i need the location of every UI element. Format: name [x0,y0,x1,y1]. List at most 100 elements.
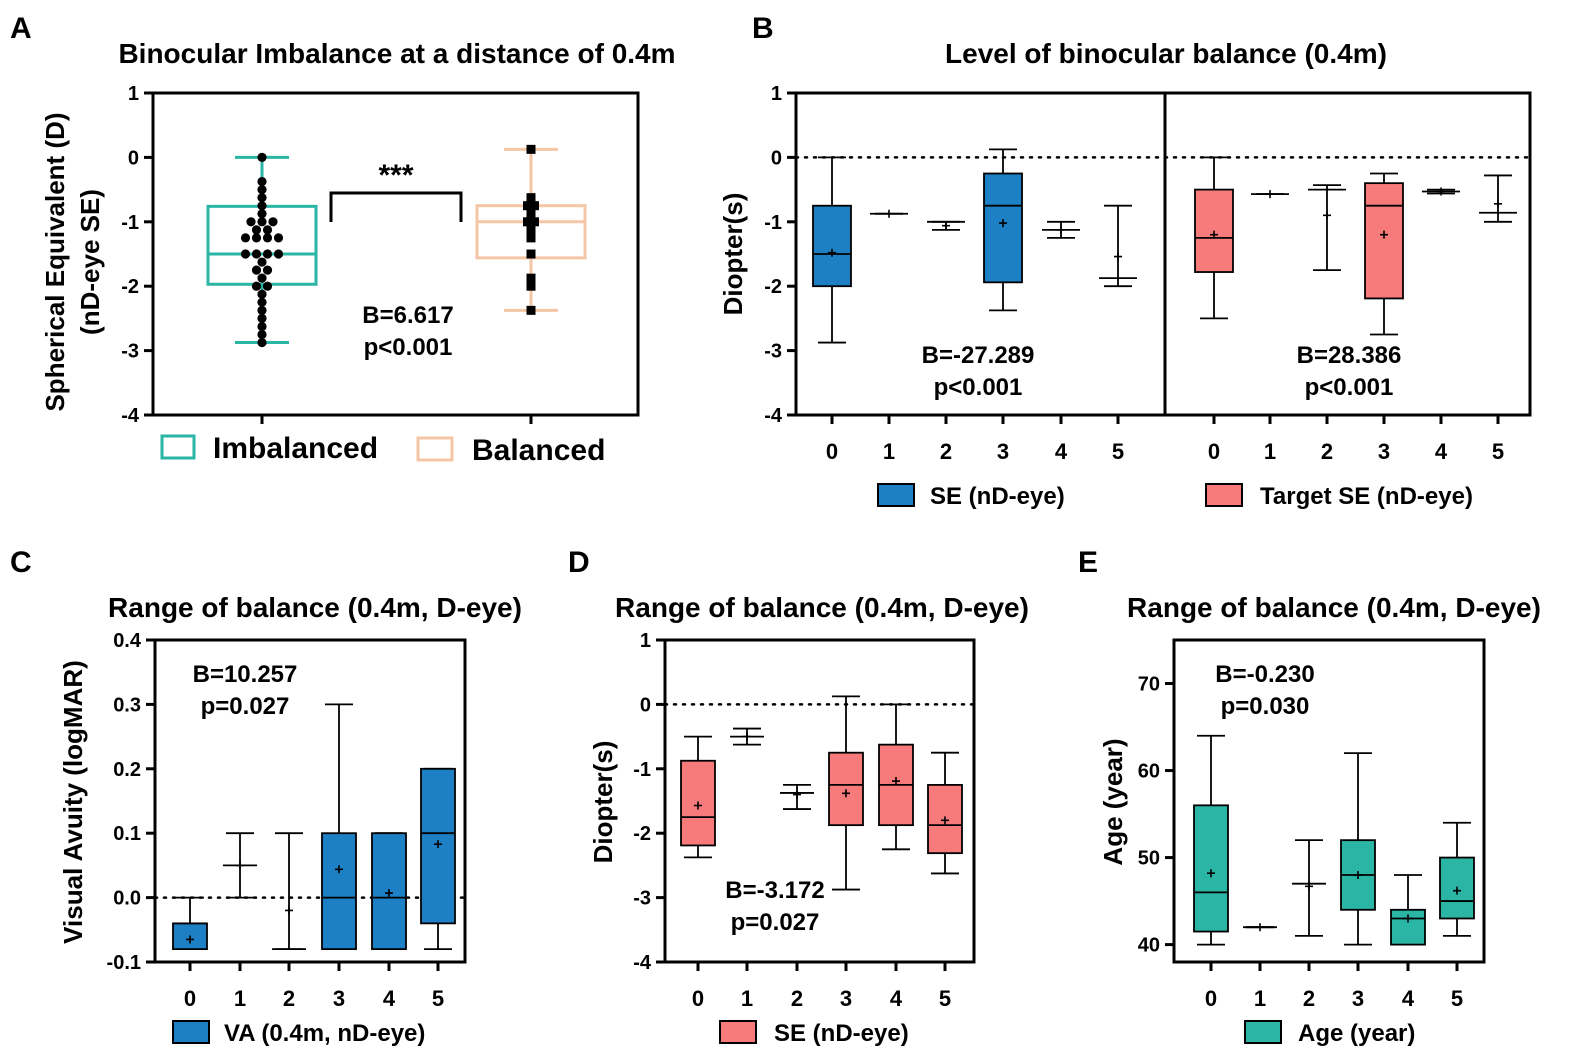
legend-label-age: Age (year) [1298,1020,1415,1047]
panel-a-imbalanced-point [257,313,267,323]
panel-e-ytick-label: 50 [1138,848,1160,870]
panel-b-se-cat-0-box [812,204,852,288]
panel-d-xtick-label: 4 [890,986,903,1011]
panel-b-se-xtick-label: 0 [826,439,838,464]
panel-d-ytick-label: 0 [640,694,651,716]
panel-e-plot [1193,734,1475,946]
panel-a-imbalanced-point [273,233,284,243]
panel-b-ytick-label: -2 [764,276,782,298]
panel-e-ytick-label: 70 [1138,674,1160,696]
panel-b-yticks: 1 0 -1 -2 -3 -4 [764,83,796,427]
panel-a-ytick-label: -2 [121,276,139,298]
panel-e-cat-5-mean-marker [1453,886,1461,895]
panel-b-se-cat-0-mean-marker [828,248,836,257]
panel-a-imbalanced-point [257,273,267,283]
panel-e-xtick-label: 1 [1254,986,1266,1011]
panel-c-cat-2-mean-marker [285,906,293,915]
panel-a-balanced-point [526,249,536,259]
panel-a-imbalanced-point [257,152,267,162]
panel-b-se-cat-2-mean-marker [942,221,950,230]
panel-e-annotation-b: B=-0.230 [1215,661,1314,688]
panel-c-cat-0-mean-marker [186,935,194,944]
panel-a-imbalanced-point [251,265,262,275]
panel-c-cat-4-mean-marker [385,889,393,898]
panel-a-imbalanced-point [257,337,267,348]
panel-d-ylabel: Diopter(s) [588,741,618,864]
panel-c-ytick-label: 0.4 [113,630,142,652]
panel-e-xticks: 0 1 2 3 4 5 [1205,962,1463,1011]
panel-e-ylabel: Age (year) [1098,738,1128,865]
panel-e-xtick-label: 0 [1205,986,1217,1011]
panel-a-imbalanced-point [257,217,267,227]
legend-swatch-se-d [719,1020,757,1044]
panel-c-frame [153,638,467,964]
panel-d-xtick-label: 2 [791,986,803,1011]
panel-b-target-se-xtick-label: 2 [1321,439,1333,464]
panel-c-plot [153,703,467,951]
panel-b-target-se-cat-3-mean-marker [1380,230,1388,239]
panel-a-balanced-point [526,144,536,154]
panel-c-xtick-label: 1 [234,986,246,1011]
panel-c-ytick-label: 0.2 [113,759,141,781]
legend-swatch-va [172,1020,210,1044]
panel-e-cat-0-mean-marker [1207,869,1215,878]
panel-a-annotation-b: B=6.617 [362,302,453,329]
panel-a-ytick-label: -3 [121,341,139,363]
panel-d-xticks: 0 1 2 3 4 5 [692,962,951,1011]
legend-label-va: VA (0.4m, nD-eye) [224,1020,425,1047]
panel-e-xtick-label: 4 [1402,986,1415,1011]
panel-b-ytick-label: 0 [771,147,782,169]
panel-c-ytick-label: -0.1 [107,952,141,974]
panel-e-ytick-label: 60 [1138,761,1160,783]
panel-c-xtick-label: 2 [283,986,295,1011]
panel-c-ytick-label: 0.0 [113,888,141,910]
panel-a-imbalanced-point [257,209,267,219]
panel-b-se-cat-4-mean-marker [1057,225,1065,234]
panel-d-cat-2-mean-marker [793,790,801,799]
panel-b: B Level of binocular balance (0.4m) Diop… [718,12,1532,510]
panel-a-label: A [10,12,32,45]
panel-b-annotation-se-b: B=-27.289 [922,342,1035,369]
panel-d-ytick-label: -4 [633,952,652,974]
panel-a-balanced-point [526,273,536,283]
panel-a-imbalanced-point [246,217,256,227]
panel-c-ytick-label: 0.3 [113,694,141,716]
panel-a-imbalanced-point [262,233,273,243]
panel-a-frame [151,91,640,417]
panel-b-target-se-cat-2-mean-marker [1323,211,1331,220]
panel-b-se-xtick-label: 2 [940,439,952,464]
panel-d-cat-3-mean-marker [842,789,850,798]
panel-d-cat-5-mean-marker [941,816,949,825]
panel-c-xtick-label: 4 [383,986,396,1011]
panel-b-annotation-target-p: p<0.001 [1305,374,1394,401]
panel-b-target-se-cat-3-box [1364,182,1404,300]
legend-swatch-se [877,483,915,507]
panel-c-xtick-label: 0 [184,986,196,1011]
panel-a-imbalanced-point [262,249,273,259]
panel-b-se-xtick-label: 5 [1112,439,1124,464]
panel-b-target-se-xtick-label: 4 [1435,439,1448,464]
panel-a-balanced-point [530,201,539,211]
panel-a-title: Binocular Imbalance at a distance of 0.4… [118,38,675,69]
panel-a-imbalanced-point [257,305,267,315]
panel-c-title: Range of balance (0.4m, D-eye) [108,592,522,623]
panel-c-cat-3-mean-marker [335,865,343,874]
panel-a-ytick-label: 0 [128,147,139,169]
panel-a-ytick-label: -1 [121,212,139,234]
panel-a-imbalanced-point [257,201,267,211]
panel-b-ytick-label: -4 [764,405,783,427]
panel-c-xtick-label: 3 [333,986,345,1011]
panel-a-imbalanced-point [257,257,267,267]
panel-e-cat-2-mean-marker [1305,882,1313,891]
legend-swatch-balanced [416,436,454,462]
panel-d-cat-1-mean-marker [743,732,751,741]
panel-a-imbalanced-point [257,176,267,187]
panel-e-cat-0-box [1193,804,1229,933]
panel-b-target-se-cat-4-mean-marker [1437,187,1445,196]
panel-d-xtick-label: 0 [692,986,704,1011]
panel-d-annotation-p: p=0.027 [731,909,820,936]
panel-a-imbalanced-point [257,321,267,332]
panel-d-title: Range of balance (0.4m, D-eye) [615,592,1029,623]
legend-swatch-target-se [1205,483,1243,507]
